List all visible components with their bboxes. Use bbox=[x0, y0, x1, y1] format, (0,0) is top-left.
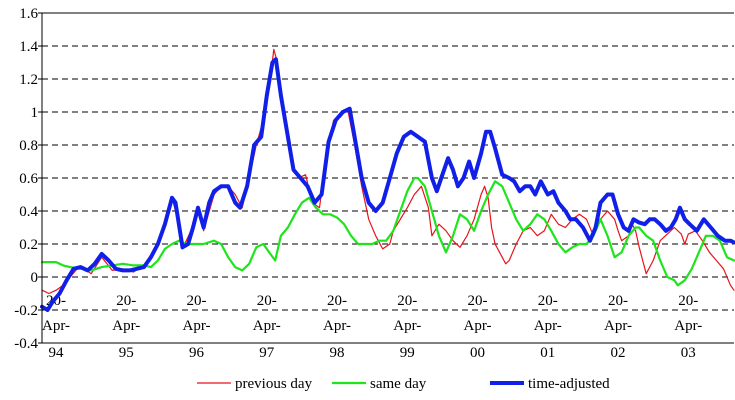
y-tick-label: 0 bbox=[31, 270, 39, 286]
x-tick-label-year: 02 bbox=[611, 345, 626, 361]
x-tick-label-year: 94 bbox=[49, 345, 65, 361]
y-tick-label: 1.2 bbox=[19, 72, 38, 88]
x-tick-label-year: 98 bbox=[330, 345, 345, 361]
x-tick-label-month: Apr- bbox=[534, 318, 562, 334]
x-tick-label-month: Apr- bbox=[464, 318, 492, 334]
y-tick-label: -0.4 bbox=[14, 336, 38, 352]
legend-label-time-adjusted: time-adjusted bbox=[528, 376, 610, 392]
x-tick-label-day: 20- bbox=[538, 293, 558, 309]
x-axis-tick-labels: 20- Apr- 94 20- Apr- 95 20- Apr- 96 20- Apr- 97 20- A… bbox=[42, 293, 702, 361]
x-tick-label-month: Apr- bbox=[253, 318, 281, 334]
y-tick-label: 1.6 bbox=[19, 6, 38, 22]
x-tick-label-day: 20- bbox=[116, 293, 136, 309]
series-line-previous-day bbox=[41, 48, 735, 295]
x-tick-label-year: 96 bbox=[189, 345, 205, 361]
x-tick-label-year: 97 bbox=[259, 345, 275, 361]
x-tick-label-year: 95 bbox=[119, 345, 134, 361]
x-tick-label-day: 20- bbox=[327, 293, 347, 309]
x-tick-label-month: Apr- bbox=[182, 318, 210, 334]
x-tick-label-month: Apr- bbox=[42, 318, 70, 334]
x-tick-label-month: Apr- bbox=[674, 318, 702, 334]
legend-label-same-day: same day bbox=[370, 376, 427, 392]
x-tick-label-year: 99 bbox=[400, 345, 415, 361]
y-tick-label: 0.4 bbox=[19, 204, 38, 220]
legend-label-previous-day: previous day bbox=[235, 376, 313, 392]
x-tick-label-year: 01 bbox=[540, 345, 555, 361]
y-tick-label: -0.2 bbox=[14, 303, 38, 319]
y-axis-tick-labels: -0.4 -0.2 0 0.2 0.4 0.6 0.8 1 1.2 1.4 1.6 bbox=[14, 6, 38, 352]
x-tick-label-month: Apr- bbox=[323, 318, 351, 334]
y-tick-label: 1 bbox=[31, 105, 39, 121]
series-line-time-adjusted bbox=[40, 57, 735, 312]
x-tick-label-day: 20- bbox=[608, 293, 628, 309]
legend: previous day same day time-adjusted bbox=[197, 376, 610, 392]
x-tick-label-day: 20- bbox=[468, 293, 488, 309]
x-tick-label-day: 20- bbox=[257, 293, 277, 309]
series-line-same-day bbox=[40, 176, 735, 287]
x-tick-label-year: 00 bbox=[470, 345, 485, 361]
x-tick-label-month: Apr- bbox=[112, 318, 140, 334]
plot-frame bbox=[38, 12, 734, 344]
x-tick-label-month: Apr- bbox=[393, 318, 421, 334]
x-tick-label-year: 03 bbox=[681, 345, 696, 361]
x-tick-label-day: 20- bbox=[678, 293, 698, 309]
x-tick-label-month: Apr- bbox=[604, 318, 632, 334]
y-tick-label: 1.4 bbox=[19, 39, 38, 55]
y-tick-label: 0.2 bbox=[19, 237, 38, 253]
y-tick-label: 0.8 bbox=[19, 138, 38, 154]
x-tick-label-day: 20- bbox=[187, 293, 207, 309]
x-tick-label-day: 20- bbox=[397, 293, 417, 309]
y-tick-label: 0.6 bbox=[19, 171, 38, 187]
series-lines bbox=[40, 48, 735, 312]
